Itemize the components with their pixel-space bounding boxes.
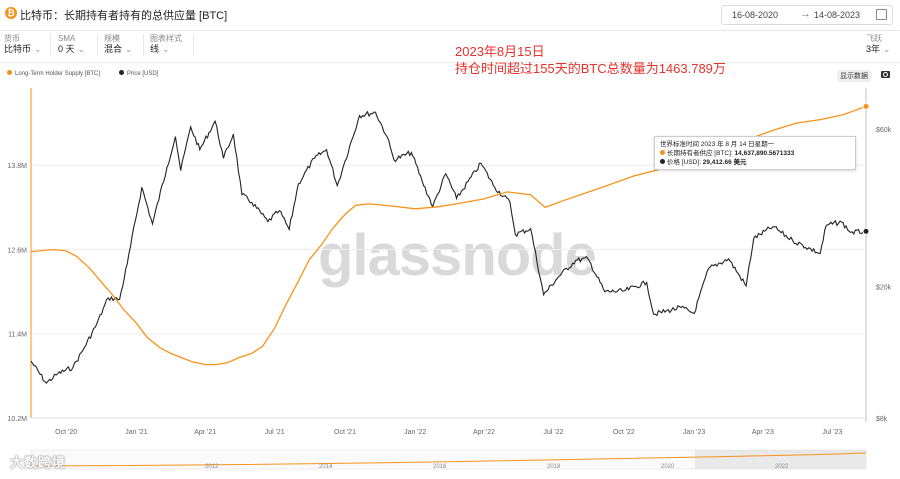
x-tick-label: Apr '22 <box>473 429 495 436</box>
chevron-down-icon: ⌄ <box>162 44 170 54</box>
sma-value: 0 天 <box>58 44 75 54</box>
bitcoin-coin-icon: ₿ <box>5 7 17 19</box>
chart-style-label: 图表样式 <box>150 34 182 43</box>
navigator-year-label: 2018 <box>547 464 561 470</box>
scale-value: 混合 <box>104 44 123 54</box>
scale-label: 规模 <box>104 34 120 43</box>
navigator-series <box>30 452 867 467</box>
tooltip-time: 世界标准时间 2023 年 8 月 14 日星期一 <box>660 141 775 148</box>
x-tick-label: Oct '20 <box>55 429 77 436</box>
date-range-picker[interactable]: 16-08-2020 → 14-08-2023 <box>721 5 893 25</box>
y-right-tick-label: $8k <box>876 416 888 423</box>
sma-select[interactable]: SMA 0 天 ⌄ <box>58 33 85 55</box>
divider <box>0 62 900 63</box>
y-right-tick-label: $20k <box>876 285 892 292</box>
price-marker <box>862 227 870 235</box>
divider <box>193 34 194 56</box>
tooltip-supply-value: 14,637,890.5671333 <box>734 150 795 157</box>
navigator-year-label: 2016 <box>433 464 447 470</box>
y-left-tick-label: 13.8M <box>8 163 28 170</box>
legend-item-price[interactable]: Price [USD] <box>119 70 158 77</box>
navigator-year-label: 2012 <box>205 464 219 470</box>
date-to[interactable]: 14-08-2023 <box>814 10 861 20</box>
legend-dot <box>119 70 124 75</box>
watermark: glassnode <box>318 223 597 288</box>
timespan-select[interactable]: 飞跃 3年 ⌄ <box>866 33 891 55</box>
y-right-tick-label: $60k <box>876 127 892 134</box>
x-tick-label: Jan '22 <box>404 429 426 436</box>
x-tick-label: Jan '23 <box>683 429 705 436</box>
currency-value: 比特币 <box>4 44 32 54</box>
arrow-right-icon: → <box>800 8 811 20</box>
legend-item-supply[interactable]: Long-Term Holder Supply [BTC] <box>7 70 100 77</box>
tooltip-dot-supply <box>660 150 665 155</box>
camera-icon[interactable] <box>881 71 890 78</box>
legend-dot <box>7 70 12 75</box>
navigator-year-label: 2022 <box>775 464 789 470</box>
annotation-line-2: 持仓时间超过155天的BTC总数量为1463.789万 <box>455 61 726 76</box>
timespan-label: 飞跃 <box>866 34 882 43</box>
y-left-tick-label: 12.6M <box>8 247 28 254</box>
x-tick-label: Oct '21 <box>334 429 356 436</box>
chevron-down-icon: ⌄ <box>34 44 42 54</box>
y-left-tick-label: 10.2M <box>8 416 28 423</box>
chart-title: 比特币：长期持有者持有的总供应量 [BTC] <box>20 10 228 22</box>
tooltip-price-value: 29,412.66 美元 <box>702 159 747 166</box>
currency-select[interactable]: 货币 比特币 ⌄ <box>4 33 42 55</box>
x-tick-label: Jan '21 <box>125 429 147 436</box>
annotation-text: 2023年8月15日 持仓时间超过155天的BTC总数量为1463.789万 <box>455 43 726 77</box>
scale-select[interactable]: 规模 混合 ⌄ <box>104 33 133 55</box>
tooltip-price-label: 价格 [USD]: <box>667 159 701 166</box>
divider <box>50 34 51 56</box>
chevron-down-icon: ⌄ <box>125 44 133 54</box>
x-tick-label: Apr '23 <box>752 429 774 436</box>
x-tick-label: Apr '21 <box>194 429 216 436</box>
currency-label: 货币 <box>4 34 20 43</box>
calendar-icon[interactable] <box>876 9 887 20</box>
tooltip-supply-label: 长期持有者供应 [BTC]: <box>667 150 733 157</box>
price-series-line <box>30 110 867 385</box>
chart-style-value: 线 <box>150 44 160 54</box>
brand-logo: 大数跨境 <box>10 455 67 470</box>
x-tick-label: Jul '21 <box>265 429 285 436</box>
divider <box>143 34 144 56</box>
sma-label: SMA <box>58 34 76 43</box>
chevron-down-icon: ⌄ <box>77 44 86 54</box>
tooltip: 世界标准时间 2023 年 8 月 14 日星期一 长期持有者供应 [BTC]:… <box>654 136 856 170</box>
timespan-value: 3年 <box>866 44 881 54</box>
x-tick-label: Oct '22 <box>613 429 635 436</box>
x-tick-label: Jul '22 <box>544 429 564 436</box>
y-left-tick-label: 11.4M <box>8 332 27 339</box>
supply-marker <box>862 102 870 110</box>
navigator-year-label: 2020 <box>661 464 675 470</box>
header-bar: ₿ 比特币：长期持有者持有的总供应量 [BTC] 16-08-2020 → 14… <box>0 0 900 31</box>
legend-label: Price [USD] <box>127 71 159 77</box>
date-from[interactable]: 16-08-2020 <box>732 10 779 20</box>
x-tick-label: Jul '23 <box>822 429 842 436</box>
navigator-year-label: 2014 <box>319 464 333 470</box>
chart-style-select[interactable]: 图表样式 线 ⌄ <box>150 33 182 55</box>
show-data-button[interactable]: 显示数据 <box>837 70 871 82</box>
annotation-line-1: 2023年8月15日 <box>455 44 545 59</box>
legend-label: Long-Term Holder Supply [BTC] <box>15 71 101 77</box>
tooltip-dot-price <box>660 159 665 164</box>
chevron-down-icon: ⌄ <box>883 44 891 54</box>
divider <box>97 34 98 56</box>
